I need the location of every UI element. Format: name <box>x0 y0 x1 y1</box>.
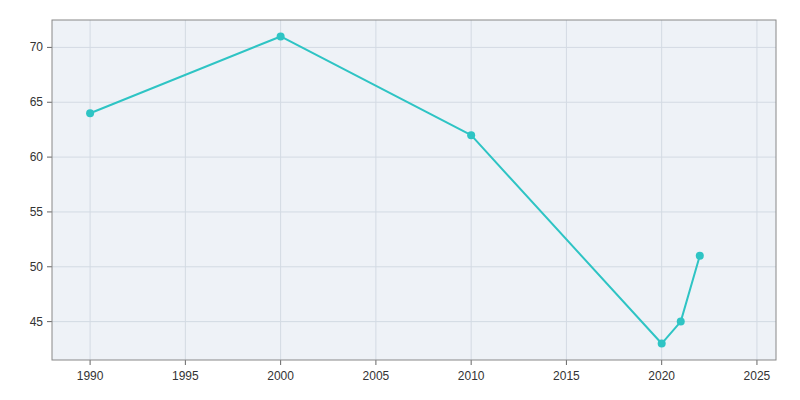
series <box>86 32 704 347</box>
grid-line-y <box>52 266 776 267</box>
tick-mark-x <box>185 360 186 365</box>
tick-label-x: 2020 <box>648 369 675 383</box>
grid-line-x <box>90 20 91 360</box>
tick-label-x: 1995 <box>172 369 199 383</box>
tick-mark-y <box>47 157 52 158</box>
tick-mark-y <box>47 211 52 212</box>
grid-line-y <box>52 157 776 158</box>
tick-label-y: 70 <box>30 40 44 54</box>
tick-mark-x <box>756 360 757 365</box>
tick-label-y: 65 <box>30 95 44 109</box>
tick-label-x: 2025 <box>744 369 771 383</box>
grid-line-x <box>471 20 472 360</box>
grid-line-y <box>52 211 776 212</box>
grid <box>52 20 776 360</box>
tick-mark-x <box>375 360 376 365</box>
grid-line-x <box>185 20 186 360</box>
grid-line-y <box>52 102 776 103</box>
marker <box>467 131 475 139</box>
tick-label-x: 2015 <box>553 369 580 383</box>
tick-label-x: 2000 <box>267 369 294 383</box>
tick-label-x: 1990 <box>77 369 104 383</box>
tick-mark-x <box>471 360 472 365</box>
tick-label-y: 60 <box>30 150 44 164</box>
grid-line-x <box>661 20 662 360</box>
marker <box>677 318 685 326</box>
tick-mark-x <box>90 360 91 365</box>
tick-mark-x <box>566 360 567 365</box>
tick-mark-y <box>47 266 52 267</box>
marker <box>658 340 666 348</box>
tick-label-x: 2010 <box>458 369 485 383</box>
tick-label-y: 45 <box>30 315 44 329</box>
plot-frame <box>52 20 776 360</box>
tick-mark-x <box>280 360 281 365</box>
chart-container: 1990 1995 2000 2005 2010 2015 2020 2025 45 50 55 60… <box>0 0 800 400</box>
plot-background <box>52 20 776 360</box>
grid-line-y <box>52 47 776 48</box>
chart: 1990 1995 2000 2005 2010 2015 2020 2025 45 50 55 60… <box>0 0 800 400</box>
tick-mark-y <box>47 102 52 103</box>
grid-line-x <box>375 20 376 360</box>
marker <box>696 252 704 260</box>
tick-label-x: 2005 <box>363 369 390 383</box>
marker <box>86 109 94 117</box>
tick-label-y: 55 <box>30 205 44 219</box>
grid-line-x <box>566 20 567 360</box>
marker <box>277 32 285 40</box>
tick-label-y: 50 <box>30 260 44 274</box>
line <box>90 36 700 343</box>
tick-mark-y <box>47 321 52 322</box>
grid-line-x <box>756 20 757 360</box>
grid-line-y <box>52 321 776 322</box>
tick-mark-y <box>47 47 52 48</box>
tick-mark-x <box>661 360 662 365</box>
grid-line-x <box>280 20 281 360</box>
